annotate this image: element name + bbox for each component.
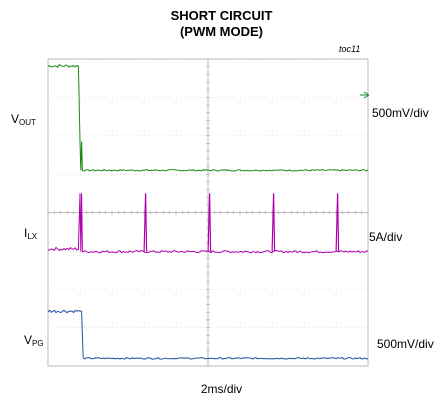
chart-title: SHORT CIRCUIT [170, 8, 273, 23]
x-axis-scale: 2ms/div [200, 382, 243, 396]
vpg-scale: 500mV/div [377, 337, 434, 351]
ilx-pulse [271, 193, 276, 252]
figure-ref: toc11 [339, 44, 361, 54]
ilx-pulse [143, 193, 148, 252]
ilx-pulse [335, 193, 340, 252]
vout-scale: 500mV/div [372, 106, 429, 120]
ch1-marker-arrow-icon [360, 91, 370, 99]
vout-label: VOUT [11, 112, 36, 127]
ilx-scale: 5A/div [369, 230, 403, 244]
trace-ilx [47, 193, 369, 254]
chart-subtitle: (PWM MODE) [179, 24, 264, 39]
vpg-label: VPG [24, 333, 44, 348]
ilx-pulse [207, 193, 212, 252]
scope-grid [47, 58, 369, 367]
ilx-label: ILX [24, 226, 38, 241]
trace-vpg [47, 309, 368, 360]
scope-traces [47, 64, 369, 360]
trace-vout [47, 64, 369, 172]
